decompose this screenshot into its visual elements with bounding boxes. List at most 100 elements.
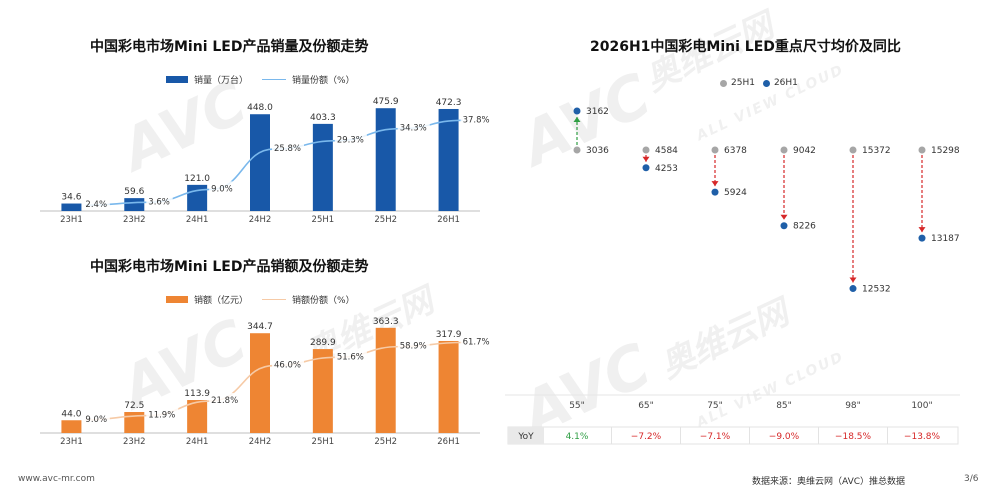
yoy-value: −18.5% bbox=[835, 432, 872, 442]
volume-chart: 34.6 23H1 59.6 23H2 121.0 24H1 448.0 24H2 403.3 2… bbox=[40, 97, 493, 225]
revenue-share-label-bg bbox=[334, 349, 367, 362]
volume-share-label-bg bbox=[397, 120, 430, 133]
volume-x-tick: 23H2 bbox=[123, 215, 146, 225]
price-legend-25h1-swatch bbox=[720, 79, 727, 87]
price-26h1-label: 8226 bbox=[793, 222, 816, 232]
footer-website: www.avc-mr.com bbox=[18, 474, 95, 484]
revenue-share-label: 46.0% bbox=[274, 361, 301, 371]
price-25h1-label: 15298 bbox=[931, 146, 960, 156]
price-25h1-label: 6378 bbox=[724, 146, 747, 156]
revenue-chart: 44.0 23H1 72.5 23H2 113.9 24H1 344.7 24H2 289.9 2… bbox=[40, 317, 493, 447]
volume-share-label: 29.3% bbox=[337, 136, 364, 146]
volume-bar bbox=[375, 108, 396, 211]
revenue-legend-bar-label: 销额（亿元） bbox=[194, 296, 249, 306]
revenue-bar bbox=[187, 400, 208, 433]
volume-share-label-bg bbox=[334, 132, 367, 145]
price-26h1-label: 4253 bbox=[655, 164, 678, 174]
volume-bar bbox=[438, 108, 459, 211]
revenue-share-label: 21.8% bbox=[211, 396, 238, 406]
price-25h1-point bbox=[849, 146, 857, 154]
revenue-share-label-bg bbox=[397, 338, 430, 351]
price-change-arrowhead bbox=[780, 214, 788, 220]
price-change-arrowhead bbox=[711, 181, 719, 187]
revenue-bar-label: 44.0 bbox=[61, 409, 81, 419]
price-26h1-point bbox=[573, 107, 581, 115]
price-26h1-label: 12532 bbox=[862, 285, 891, 295]
volume-bar bbox=[124, 198, 145, 211]
volume-bar bbox=[187, 184, 208, 211]
volume-legend-line-label: 销量份额（%） bbox=[292, 76, 355, 86]
volume-share-label-bg bbox=[209, 181, 236, 194]
price-legend-25h1-label: 25H1 bbox=[731, 78, 755, 88]
volume-legend: 销量（万台） 销量份额（%） bbox=[166, 73, 355, 86]
revenue-x-tick: 24H1 bbox=[186, 437, 209, 447]
revenue-bar bbox=[61, 420, 82, 433]
volume-legend-line-swatch bbox=[262, 79, 287, 80]
revenue-x-tick: 25H1 bbox=[312, 437, 335, 447]
revenue-legend: 销额（亿元） 销额份额（%） bbox=[166, 293, 355, 306]
volume-share-label-bg bbox=[460, 112, 493, 125]
revenue-share-label-bg bbox=[146, 407, 179, 420]
volume-x-tick: 25H2 bbox=[374, 215, 397, 225]
revenue-legend-line-label: 销额份额（%） bbox=[292, 296, 355, 306]
volume-x-tick: 23H1 bbox=[60, 215, 83, 225]
price-25h1-label: 15372 bbox=[862, 146, 891, 156]
volume-x-tick: 25H1 bbox=[312, 215, 335, 225]
price-26h1-label: 13187 bbox=[931, 234, 960, 244]
price-size-category: 100" bbox=[911, 401, 932, 411]
price-size-category: 75" bbox=[707, 401, 723, 411]
revenue-bar-label: 72.5 bbox=[124, 401, 144, 411]
revenue-bar bbox=[438, 340, 459, 433]
revenue-share-label: 58.9% bbox=[400, 342, 427, 352]
price-25h1-label: 3036 bbox=[586, 146, 609, 156]
price-size-category: 65" bbox=[638, 401, 654, 411]
revenue-x-tick: 25H2 bbox=[374, 437, 397, 447]
price-change-arrowhead bbox=[918, 227, 926, 233]
volume-legend-bar-label: 销量（万台） bbox=[194, 76, 249, 86]
revenue-share-label-bg bbox=[272, 357, 304, 370]
price-size-category: 98" bbox=[845, 401, 861, 411]
price-26h1-label: 3162 bbox=[586, 107, 609, 117]
yoy-value: −7.1% bbox=[700, 432, 731, 442]
price-25h1-label: 4584 bbox=[655, 146, 678, 156]
volume-share-label: 25.8% bbox=[274, 144, 301, 154]
volume-share-label: 9.0% bbox=[211, 184, 233, 194]
price-26h1-point bbox=[780, 222, 788, 230]
yoy-value: −9.0% bbox=[769, 432, 800, 442]
volume-bar-label: 475.9 bbox=[373, 97, 399, 107]
footer-source: 数据来源：奥维云网（AVC）推总数据 bbox=[752, 477, 906, 487]
volume-share-label: 37.8% bbox=[463, 115, 490, 125]
price-25h1-point bbox=[918, 146, 926, 154]
price-legend: 25H1 26H1 bbox=[720, 78, 798, 88]
revenue-x-tick: 26H1 bbox=[437, 437, 460, 447]
price-25h1-label: 9042 bbox=[793, 146, 816, 156]
volume-x-tick: 24H2 bbox=[249, 215, 272, 225]
volume-bar bbox=[61, 203, 82, 211]
volume-bar-label: 34.6 bbox=[61, 193, 81, 203]
price-legend-26h1-label: 26H1 bbox=[773, 78, 798, 88]
revenue-bar bbox=[375, 327, 396, 433]
price-25h1-point bbox=[573, 146, 581, 154]
price-25h1-point bbox=[780, 146, 788, 154]
revenue-chart-title: 中国彩电市场Mini LED产品销额及份额走势 bbox=[90, 259, 369, 275]
price-26h1-point bbox=[711, 188, 719, 196]
volume-share-label: 34.3% bbox=[400, 124, 427, 134]
volume-bar-label: 448.0 bbox=[247, 103, 273, 113]
revenue-x-tick: 24H2 bbox=[249, 437, 272, 447]
revenue-share-label: 51.6% bbox=[337, 352, 364, 362]
price-legend-26h1-swatch bbox=[762, 79, 770, 87]
volume-x-tick: 26H1 bbox=[437, 215, 460, 225]
price-chart: 3036 3162 55" 4584 4253 65" 6378 5924 75" 9042 822… bbox=[505, 107, 960, 445]
price-25h1-point bbox=[642, 146, 650, 154]
revenue-bar bbox=[250, 333, 270, 433]
revenue-share-label: 11.9% bbox=[148, 411, 175, 421]
yoy-value: −7.2% bbox=[631, 432, 662, 442]
revenue-legend-bar-swatch bbox=[166, 296, 188, 303]
volume-x-tick: 24H1 bbox=[186, 215, 209, 225]
price-26h1-point bbox=[849, 285, 857, 293]
volume-share-label: 3.6% bbox=[148, 197, 170, 207]
volume-legend-bar-swatch bbox=[166, 76, 188, 83]
yoy-value: 4.1% bbox=[566, 432, 589, 442]
volume-bar-label: 472.3 bbox=[436, 98, 462, 108]
yoy-header-cell bbox=[508, 427, 544, 444]
